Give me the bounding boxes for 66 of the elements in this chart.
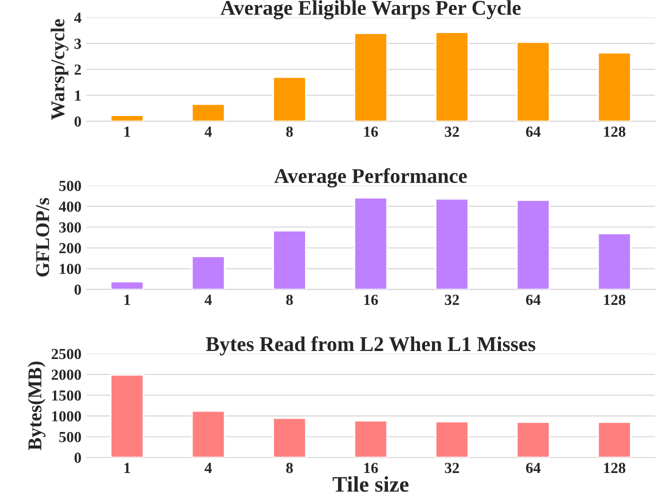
x-tick-label: 32: [444, 294, 459, 305]
chart-title: Average Eligible Warps Per Cycle: [220, 0, 521, 20]
bar: [435, 32, 469, 122]
bar: [272, 76, 306, 122]
y-axis-title: Bytes(MB): [28, 362, 46, 450]
y-axis-title: Warsp/cycle: [50, 19, 68, 120]
y-tick-label: 4: [74, 12, 82, 23]
y-tick-label: 200: [59, 243, 82, 254]
x-tick-label: 8: [286, 294, 293, 305]
x-tick-label: 16: [364, 462, 378, 474]
bar: [354, 197, 388, 290]
y-tick-label: 1500: [52, 390, 82, 401]
chart-title: Bytes Read from L2 When L1 Misses: [206, 336, 536, 356]
bar: [435, 198, 469, 290]
x-tick-label: 8: [286, 126, 293, 137]
x-tick-label: 1: [124, 126, 130, 137]
x-tick-label: 64: [526, 294, 541, 305]
x-tick-label: 16: [364, 126, 378, 137]
bar: [516, 421, 550, 458]
y-tick-label: 1000: [52, 411, 82, 422]
y-tick-label: 2: [74, 64, 81, 75]
y-tick-label: 3: [74, 38, 82, 49]
x-tick-label: 4: [204, 462, 212, 473]
y-tick-label: 500: [59, 432, 82, 442]
y-tick-label: 300: [59, 222, 82, 233]
x-tick-label: 128: [604, 462, 626, 474]
bar: [597, 421, 632, 458]
bar: [516, 199, 550, 290]
x-tick-label: 1: [124, 462, 130, 473]
y-tick-label: 0: [74, 284, 82, 295]
x-tick-label: 16: [364, 294, 378, 305]
x-tick-label: 4: [204, 126, 212, 137]
y-tick-label: 100: [60, 264, 82, 274]
y-tick-label: 0: [74, 116, 82, 127]
bar: [435, 421, 469, 458]
bar: [110, 114, 144, 122]
bar: [191, 410, 226, 458]
bar: [191, 256, 226, 290]
x-axis-title: Tile size: [332, 476, 409, 492]
x-tick-label: 64: [526, 126, 541, 137]
x-tick-label: 32: [444, 126, 459, 137]
y-tick-label: 400: [58, 202, 82, 212]
x-tick-label: 8: [286, 462, 293, 474]
bar: [516, 41, 550, 122]
y-tick-label: 500: [59, 180, 82, 192]
y-tick-label: 0: [74, 452, 82, 463]
x-tick-label: 4: [204, 294, 212, 305]
x-tick-label: 64: [526, 462, 541, 474]
bar: [191, 103, 226, 122]
x-tick-label: 1: [124, 294, 130, 305]
bar: [110, 374, 144, 458]
y-tick-label: 1: [75, 90, 81, 101]
bar: [272, 230, 306, 290]
bar: [354, 420, 388, 458]
x-tick-label: 128: [604, 294, 626, 305]
bar: [110, 281, 144, 290]
bar: [597, 232, 632, 290]
y-tick-label: 2500: [52, 348, 82, 360]
y-tick-label: 2000: [52, 370, 82, 380]
bar: [272, 417, 306, 458]
chart-title: Average Performance: [274, 168, 467, 188]
bar: [597, 52, 632, 122]
y-axis-title: GFLOP/s: [36, 198, 50, 277]
x-tick-label: 128: [604, 126, 626, 137]
bar: [354, 32, 388, 122]
x-tick-label: 32: [444, 462, 459, 474]
